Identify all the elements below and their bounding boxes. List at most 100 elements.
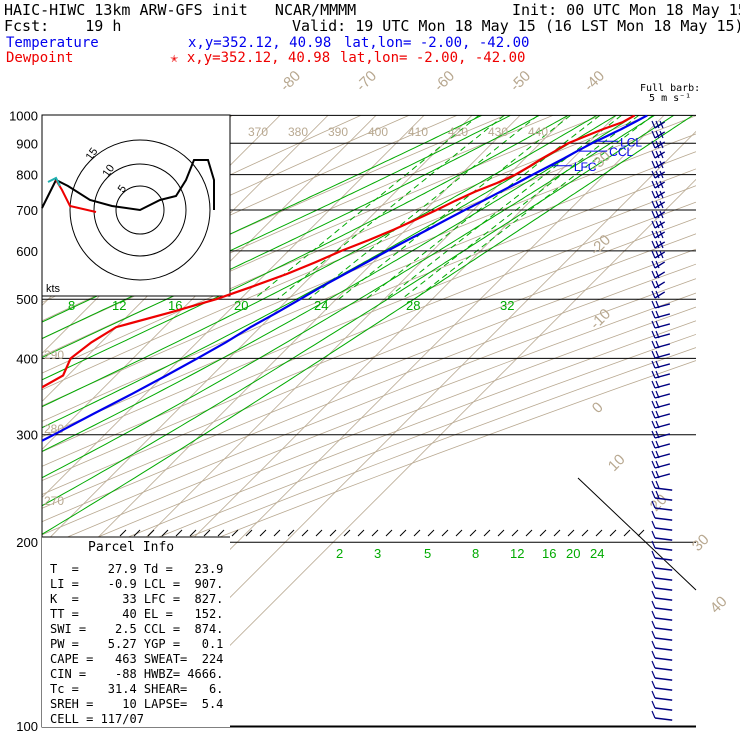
hatch-mark bbox=[581, 529, 589, 537]
barb-flag bbox=[651, 700, 656, 709]
barb-flag bbox=[659, 160, 664, 169]
barb-flag bbox=[659, 230, 664, 239]
barb-shaft bbox=[654, 453, 671, 459]
hatch-mark bbox=[231, 529, 239, 537]
isotherm-label: -20 bbox=[587, 231, 614, 258]
barb-flag bbox=[651, 360, 656, 369]
hodograph-ring-label: 15 bbox=[84, 146, 101, 163]
barb-shaft bbox=[654, 627, 673, 631]
wind-barb bbox=[651, 650, 673, 661]
barb-flag bbox=[655, 120, 660, 129]
parcel-line: Tc = 31.4 SHEAR= 6. bbox=[50, 682, 224, 696]
isotherm-label: 20 bbox=[647, 491, 671, 515]
wind-barb bbox=[651, 680, 673, 691]
parcel-line: TT = 40 EL = 152. bbox=[50, 607, 224, 621]
barb-shaft bbox=[654, 241, 666, 249]
temperature-xy: x,y=352.12, 40.98 bbox=[188, 35, 332, 51]
wind-barb bbox=[651, 700, 673, 711]
hatch-mark bbox=[511, 529, 519, 537]
barb-flag bbox=[651, 150, 656, 159]
wind-barb bbox=[651, 360, 671, 369]
hodograph-ring-label: 5 bbox=[116, 183, 129, 195]
hatch-mark bbox=[147, 529, 155, 537]
barb-note: Full barb: 5 m s⁻¹ bbox=[640, 84, 700, 104]
barb-flag bbox=[655, 340, 660, 349]
hodograph-trace-surface bbox=[47, 176, 61, 187]
isotherm-label: 10 bbox=[605, 451, 629, 475]
barb-shaft bbox=[654, 333, 671, 339]
isotherm bbox=[42, 115, 425, 498]
barb-flag bbox=[651, 350, 656, 359]
barb-flag bbox=[659, 170, 664, 179]
barb-shaft bbox=[654, 313, 671, 319]
barb-flag bbox=[655, 160, 660, 169]
barb-flag bbox=[655, 430, 660, 439]
wind-barb bbox=[651, 570, 673, 581]
theta-label: 270 bbox=[44, 494, 64, 508]
barb-flag bbox=[651, 430, 656, 439]
wind-barb bbox=[651, 590, 673, 601]
pressure-tick-label: 100 bbox=[16, 719, 38, 734]
pressure-tick-label: 800 bbox=[16, 168, 38, 183]
barb-flag bbox=[651, 140, 656, 149]
barb-flag bbox=[651, 650, 656, 659]
barb-flag bbox=[655, 290, 660, 299]
barb-shaft bbox=[654, 687, 673, 691]
barb-flag bbox=[655, 170, 660, 179]
barb-flag bbox=[655, 390, 660, 399]
hatch-mark bbox=[483, 529, 491, 537]
barb-shaft bbox=[654, 131, 666, 139]
hatch-mark bbox=[273, 529, 281, 537]
wind-barb bbox=[651, 490, 673, 501]
barb-flag bbox=[655, 260, 660, 269]
barb-flag bbox=[655, 330, 660, 339]
isotherm bbox=[42, 115, 473, 546]
barb-shaft bbox=[654, 547, 673, 551]
theta-label: 430 bbox=[488, 125, 508, 139]
dry-adiabat bbox=[42, 217, 696, 482]
wind-barb bbox=[651, 380, 671, 389]
barb-flag bbox=[655, 210, 660, 219]
wind-barb bbox=[651, 320, 671, 329]
moist-adiabat bbox=[42, 115, 540, 359]
run-title: HAIC-HIWC 13km ARW-GFS init NCAR/MMMM bbox=[4, 1, 357, 19]
mixing-ratio-line bbox=[277, 115, 505, 300]
barb-flag bbox=[651, 530, 656, 539]
wind-barb bbox=[651, 240, 666, 249]
barb-shaft bbox=[654, 677, 673, 681]
moist-adiabat bbox=[42, 115, 694, 535]
barb-flag bbox=[651, 250, 656, 259]
hatch-mark bbox=[567, 529, 575, 537]
isotherm-label: -50 bbox=[507, 67, 534, 94]
barb-flag bbox=[651, 230, 656, 239]
wind-barb bbox=[651, 210, 666, 219]
moist-adiabat bbox=[42, 115, 655, 479]
wind-barb bbox=[651, 330, 671, 339]
hatch-mark bbox=[539, 529, 547, 537]
dewpoint-latlon: lat,lon= -2.00, -42.00 bbox=[340, 50, 526, 66]
temperature-legend: Temperature bbox=[6, 35, 99, 51]
mixing-ratio-label: 24 bbox=[590, 546, 604, 561]
barb-shaft bbox=[654, 393, 671, 399]
barb-flag bbox=[651, 340, 656, 349]
wind-barb bbox=[651, 250, 666, 259]
mixing-ratio-line bbox=[308, 115, 539, 300]
hatch-mark bbox=[609, 529, 617, 537]
barb-shaft bbox=[654, 271, 666, 279]
barb-flag bbox=[651, 600, 656, 609]
barb-flag bbox=[651, 640, 656, 649]
barb-flag bbox=[655, 420, 660, 429]
wind-barb bbox=[651, 140, 666, 149]
barb-shaft bbox=[654, 323, 671, 329]
theta-label: 370 bbox=[248, 125, 268, 139]
hatch-mark bbox=[315, 529, 323, 537]
wind-barb bbox=[651, 520, 673, 531]
barb-flag bbox=[651, 210, 656, 219]
hatch-mark bbox=[413, 529, 421, 537]
wind-barb bbox=[651, 620, 673, 631]
barb-flag bbox=[659, 180, 664, 189]
barb-shaft bbox=[654, 597, 673, 601]
barb-flag bbox=[651, 320, 656, 329]
wind-barb bbox=[651, 290, 666, 299]
barb-shaft bbox=[654, 707, 673, 711]
